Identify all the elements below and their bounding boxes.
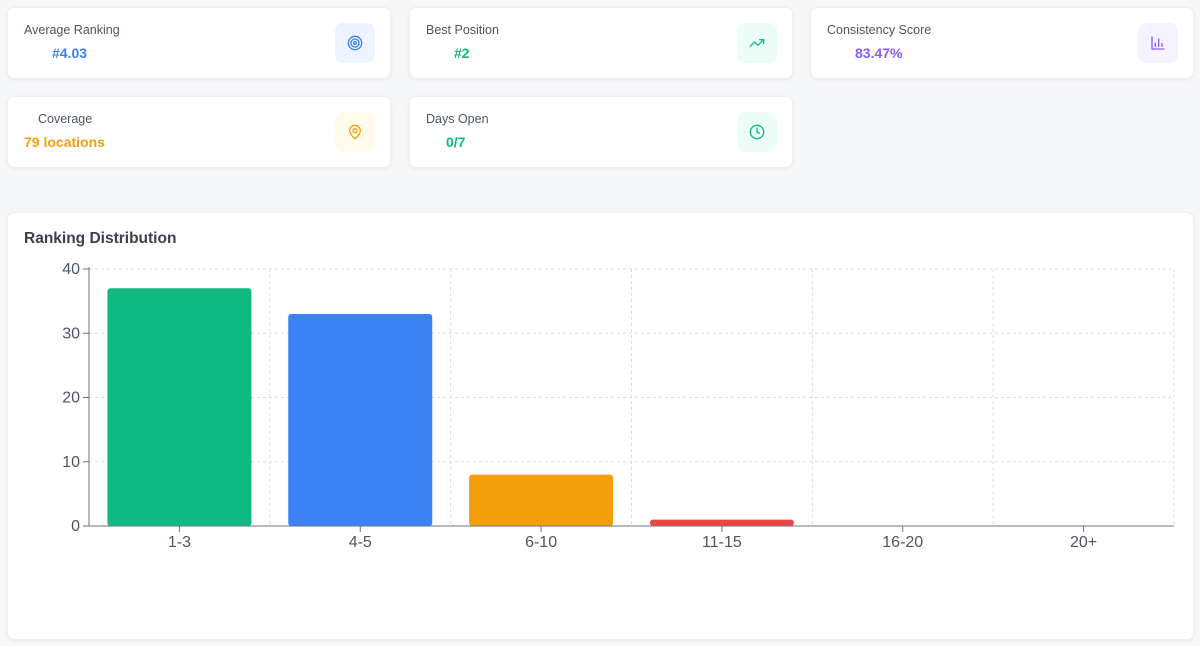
x-tick-label: 11-15 (702, 534, 742, 551)
stat-label: Coverage (38, 112, 93, 126)
stat-value: #4.03 (52, 45, 88, 61)
stat-card-coverage: Coverage 79 locations (7, 96, 391, 168)
stat-value: 83.47% (855, 45, 903, 61)
stat-label: Average Ranking (24, 23, 120, 37)
bar-11-15 (649, 519, 794, 526)
bar-4-5 (288, 313, 433, 526)
stat-card-days-open: Days Open 0/7 (409, 96, 793, 168)
stat-value: #2 (454, 45, 470, 61)
stat-label: Days Open (426, 112, 489, 126)
stat-label: Best Position (426, 23, 499, 37)
x-tick-label: 16-20 (882, 534, 923, 551)
bar-1-3 (107, 288, 252, 526)
chart-title: Ranking Distribution (24, 230, 177, 247)
y-tick-label: 40 (62, 261, 80, 278)
x-tick-label: 6-10 (525, 534, 557, 551)
target-icon (335, 23, 375, 63)
stat-card-average-ranking: Average Ranking #4.03 (7, 7, 391, 79)
x-tick-label: 20+ (1070, 534, 1097, 551)
x-tick-label: 1-3 (168, 534, 191, 551)
y-tick-label: 30 (62, 325, 80, 342)
y-tick-label: 20 (62, 390, 80, 407)
bar-6-10 (469, 474, 614, 526)
clock-icon (737, 112, 777, 152)
ranking-distribution-card: Ranking Distribution 0 10 20 30 40 1-3 4-5 6-10… (7, 212, 1194, 640)
stat-label: Consistency Score (827, 23, 932, 37)
stat-card-consistency-score: Consistency Score 83.47% (810, 7, 1194, 79)
bar-chart-icon (1138, 23, 1178, 63)
stat-value: 0/7 (446, 134, 466, 150)
trending-up-icon (737, 23, 777, 63)
y-tick-label: 10 (62, 454, 80, 471)
y-tick-label: 0 (71, 518, 80, 535)
stat-card-best-position: Best Position #2 (409, 7, 793, 79)
ranking-distribution-chart: 0 10 20 30 40 1-3 4-5 6-10 11-15 16-20 20+ (62, 261, 1175, 551)
map-pin-icon (335, 112, 375, 152)
stat-value: 79 locations (24, 134, 105, 150)
x-tick-label: 4-5 (349, 534, 372, 551)
